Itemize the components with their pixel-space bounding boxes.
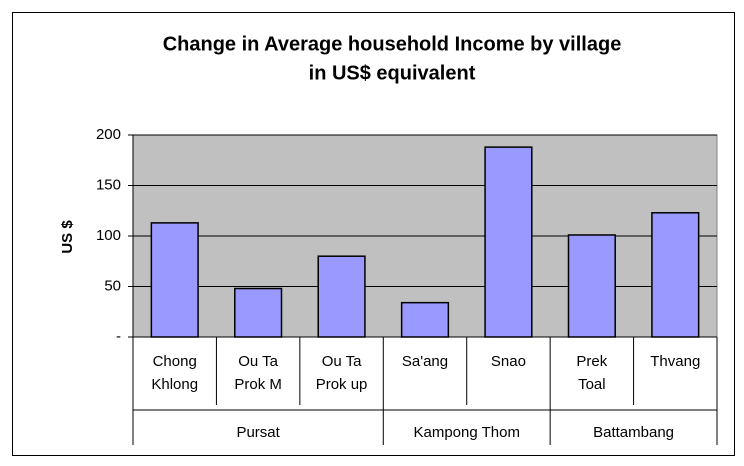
x-tick-label: Sa'ang	[401, 353, 449, 370]
bar	[234, 287, 283, 338]
bar	[317, 255, 366, 338]
y-tick-label: 50	[104, 277, 121, 294]
group-label: Kampong Thom	[413, 424, 519, 441]
x-tick-label: Ou Ta Prok M	[234, 353, 282, 393]
x-tick-label: Chong Khlong	[151, 353, 199, 393]
bar	[567, 234, 616, 338]
y-tick-label: -	[116, 328, 121, 345]
x-tick-label: Snao	[490, 353, 526, 370]
bar	[400, 301, 450, 338]
y-tick-label: 150	[96, 176, 121, 193]
chart-title: in US$ equivalent	[309, 62, 476, 84]
y-tick-label: 200	[96, 126, 121, 143]
x-tick-label: Ou Ta Prok up	[315, 353, 368, 393]
bar	[150, 222, 199, 338]
x-tick-label: Prek Toal	[576, 353, 608, 393]
y-axis-label: US $	[59, 220, 76, 254]
group-label: Battambang	[593, 424, 674, 441]
bar	[651, 212, 700, 338]
x-tick-label: Thvang	[650, 353, 701, 370]
chart-title: Change in Average household Income by vi…	[163, 33, 622, 55]
bar	[484, 146, 533, 338]
y-tick-label: 100	[96, 227, 121, 244]
group-label: Pursat	[236, 424, 280, 441]
